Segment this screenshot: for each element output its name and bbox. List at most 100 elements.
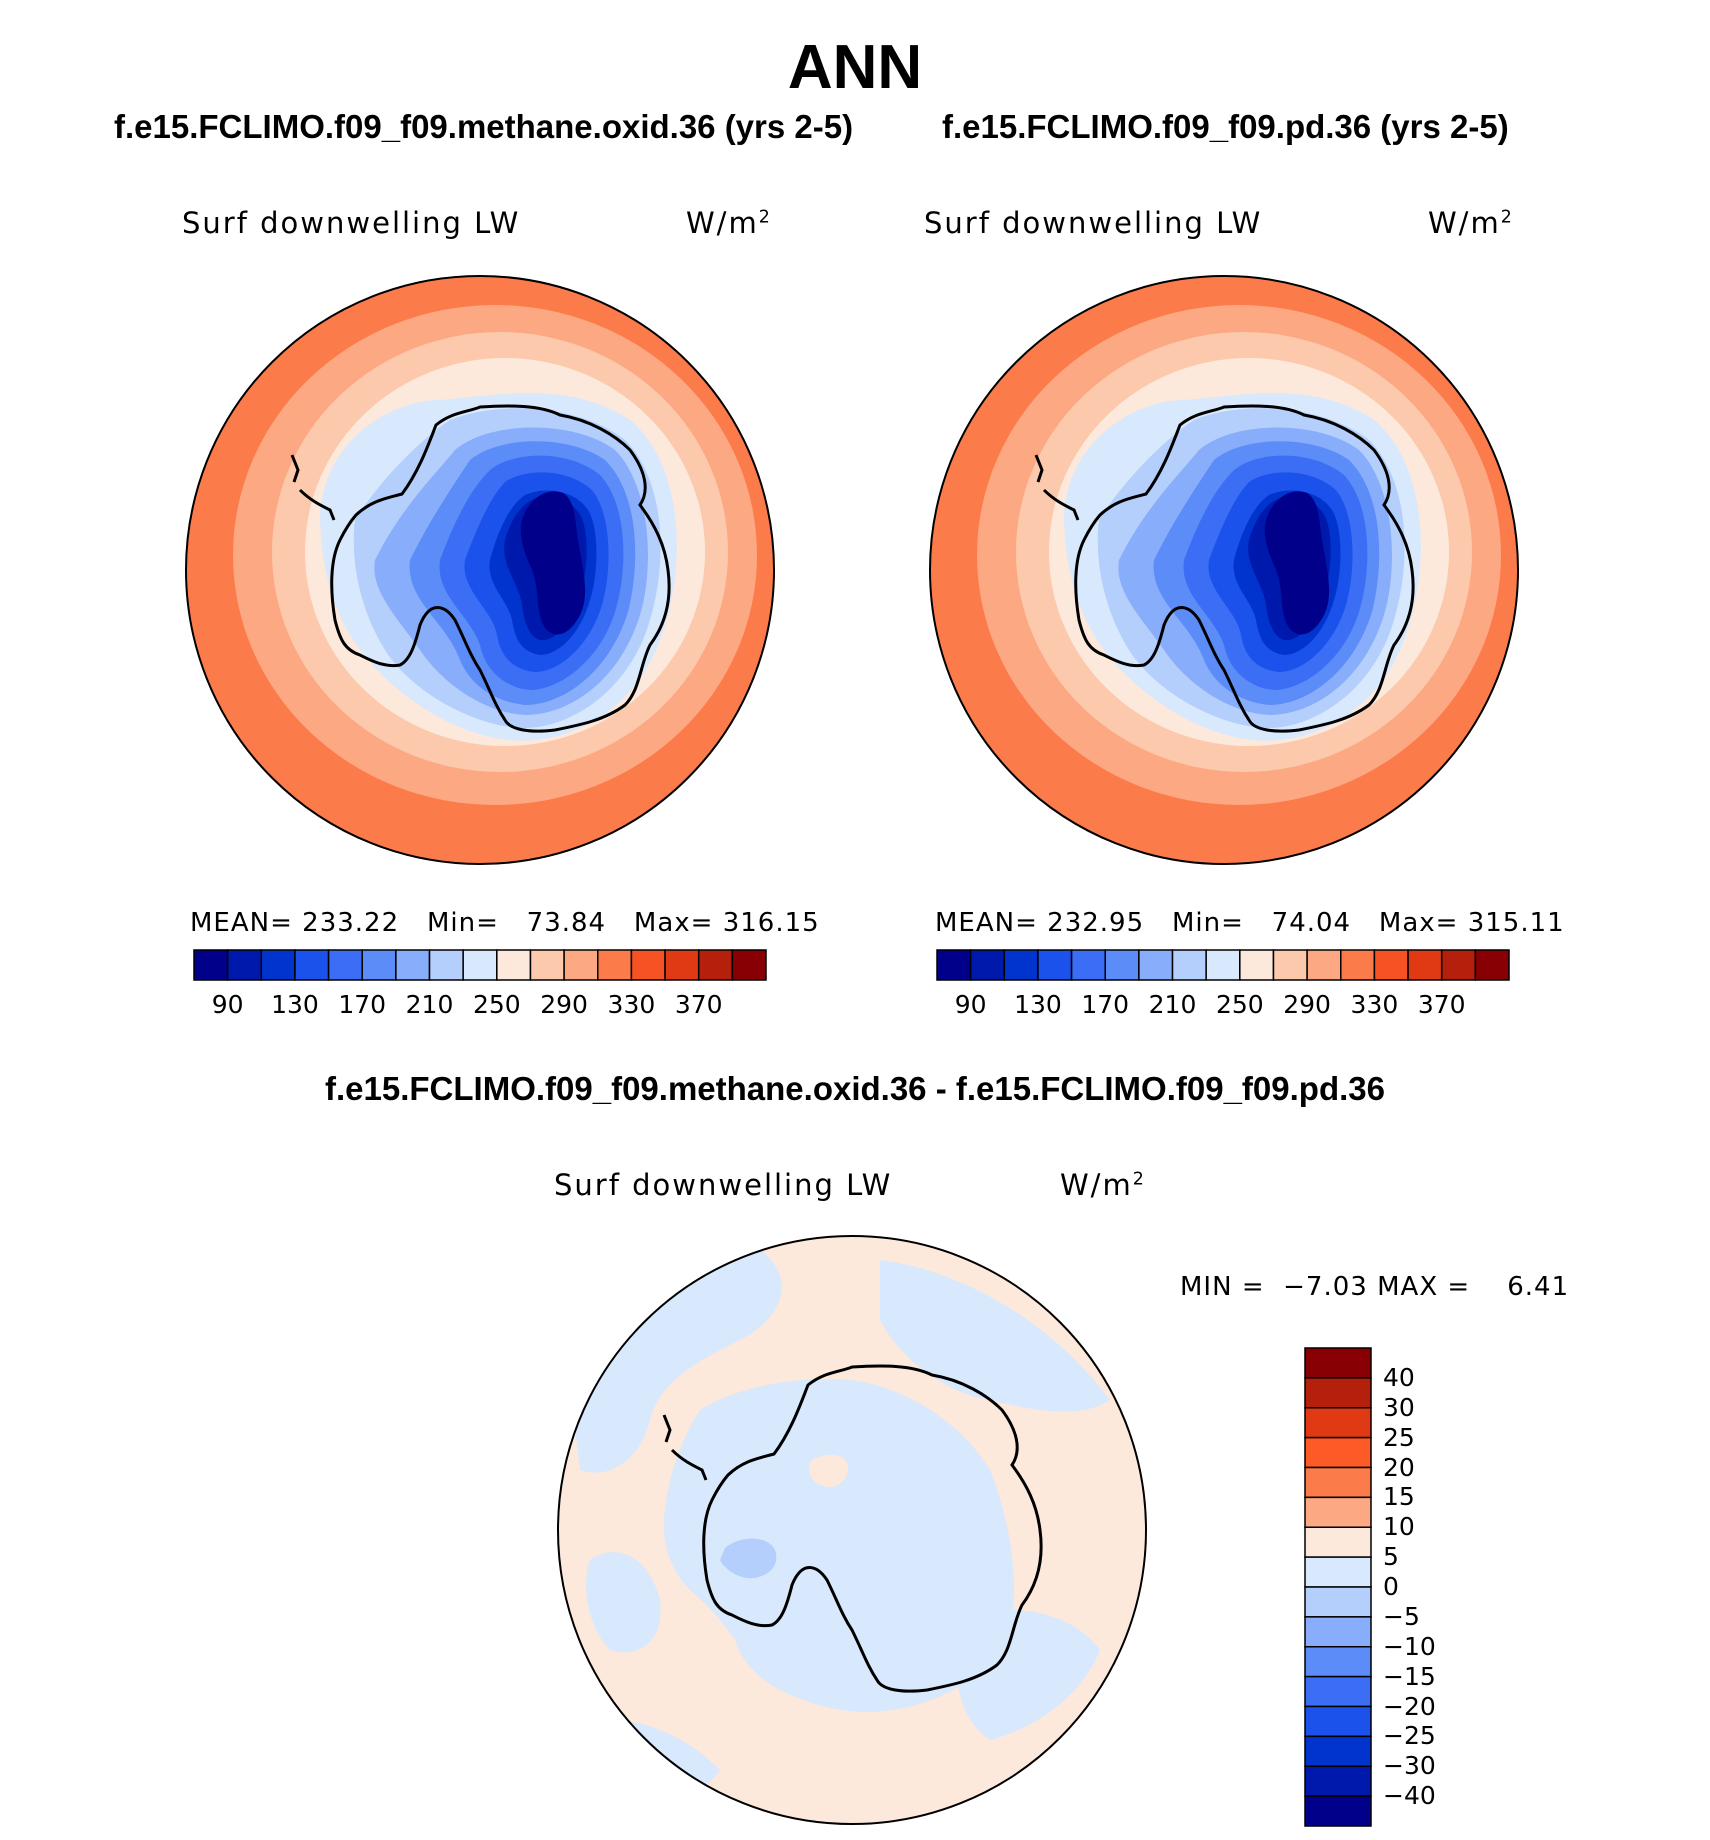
- diff-map-peninsula: [670, 1448, 708, 1481]
- right-stats: MEAN= 232.95 Min= 74.04 Max= 315.11: [935, 908, 1565, 938]
- diff-colorbar-tick-label: 5: [1383, 1542, 1399, 1572]
- left-colorbar-box: [294, 949, 330, 981]
- figure-title: ANN: [787, 33, 923, 102]
- right-colorbar-box: [1440, 949, 1477, 981]
- right-case-title: f.e15.FCLIMO.f09_f09.pd.36 (yrs 2-5): [942, 108, 1509, 145]
- left-colorbar-box: [630, 949, 666, 981]
- left-colorbar-box: [193, 949, 229, 981]
- diff-map-neg-w: [586, 1552, 661, 1653]
- left-colorbar-box: [327, 949, 363, 981]
- diff-map-neg-se: [956, 1610, 1100, 1740]
- left-colorbar-box: [563, 949, 599, 981]
- left-colorbar-tick-label: 170: [338, 990, 387, 1019]
- left-colorbar-box: [428, 949, 464, 981]
- right-colorbar-box: [1138, 949, 1174, 981]
- left-colorbar-box: [731, 949, 767, 981]
- diff-units: W/m2: [1060, 1168, 1146, 1202]
- left-colorbar-box: [496, 949, 532, 981]
- right-colorbar-box: [1239, 949, 1275, 981]
- diff-colorbar-tick-label: −40: [1383, 1781, 1436, 1811]
- diff-colorbar-box: [1304, 1735, 1372, 1767]
- left-colorbar-tick-label: 90: [211, 990, 244, 1019]
- right-colorbar-box: [1070, 949, 1106, 981]
- left-colorbar-tick-label: 250: [472, 990, 521, 1019]
- diff-colorbar-box: [1304, 1466, 1372, 1499]
- right-field-name: Surf downwelling LW: [924, 206, 1263, 240]
- left-colorbar-box: [395, 949, 431, 981]
- diff-map-neg-ne: [880, 1260, 1110, 1412]
- right-colorbar-box: [1373, 949, 1409, 981]
- right-colorbar-box: [1037, 949, 1073, 981]
- left-map-island: [290, 454, 300, 483]
- left-map-ice-core: [520, 491, 586, 635]
- left-colorbar-box: [529, 949, 565, 981]
- left-colorbar-tick-label: 210: [405, 990, 454, 1019]
- left-colorbar-tick-label: 370: [674, 990, 723, 1019]
- left-map-coastline: [330, 404, 671, 733]
- right-map-ice-core: [1264, 491, 1330, 635]
- diff-map: [558, 1236, 1146, 1824]
- right-map-peninsula: [1042, 488, 1080, 521]
- diff-colorbar-box: [1304, 1586, 1372, 1618]
- left-stats: MEAN= 233.22 Min= 73.84 Max= 316.15: [190, 908, 820, 938]
- diff-colorbar-tick-label: 10: [1383, 1512, 1415, 1542]
- diff-colorbar-tick-label: 25: [1383, 1422, 1415, 1452]
- right-colorbar-box: [1306, 949, 1342, 981]
- right-map-island: [1034, 454, 1044, 483]
- diff-colorbar: [1304, 1347, 1372, 1827]
- diff-colorbar-box: [1304, 1377, 1372, 1409]
- right-colorbar-tick-label: 210: [1148, 990, 1197, 1019]
- right-colorbar-tick-label: 130: [1014, 990, 1062, 1019]
- left-colorbar-tick-label: 290: [540, 990, 588, 1019]
- diff-map-neg-continent: [663, 1379, 1014, 1712]
- diff-colorbar-box: [1304, 1556, 1372, 1588]
- diff-colorbar-tick-label: −10: [1383, 1631, 1436, 1661]
- diff-map-border: [557, 1235, 1147, 1825]
- right-colorbar-tick-label: 370: [1417, 990, 1466, 1019]
- right-units: W/m2: [1428, 206, 1514, 240]
- diff-colorbar-tick-label: −5: [1383, 1601, 1420, 1631]
- right-colorbar-box: [1474, 949, 1510, 981]
- right-map-border: [929, 275, 1519, 865]
- diff-colorbar-tick-label: 15: [1383, 1482, 1415, 1512]
- right-colorbar-box: [1171, 949, 1207, 981]
- right-colorbar-tick-label: 290: [1283, 990, 1331, 1019]
- left-colorbar-box: [361, 949, 397, 981]
- left-colorbar-box: [697, 949, 734, 981]
- right-colorbar-box: [1003, 949, 1039, 981]
- right-colorbar-box: [936, 949, 972, 981]
- left-map-border: [185, 275, 775, 865]
- diff-colorbar-tick-label: −30: [1383, 1751, 1436, 1781]
- right-colorbar-box: [969, 949, 1006, 981]
- left-colorbar: [193, 949, 767, 981]
- diff-colorbar-box: [1304, 1436, 1372, 1469]
- left-colorbar-box: [226, 949, 263, 981]
- diff-field-name: Surf downwelling LW: [554, 1168, 893, 1202]
- right-colorbar-box: [1340, 949, 1376, 981]
- diff-colorbar-box: [1304, 1407, 1372, 1439]
- right-map: [930, 276, 1518, 864]
- diff-colorbar-tick-label: −25: [1383, 1721, 1436, 1751]
- diff-colorbar-tick-label: 20: [1383, 1452, 1415, 1482]
- diff-colorbar-tick-label: −15: [1383, 1661, 1436, 1691]
- right-colorbar-tick-label: 330: [1350, 990, 1399, 1019]
- right-map-coastline: [1074, 404, 1415, 733]
- right-colorbar-tick-label: 90: [954, 990, 987, 1019]
- right-colorbar: [936, 949, 1510, 981]
- left-colorbar-box: [260, 949, 296, 981]
- diff-colorbar-tick-label: 40: [1383, 1362, 1415, 1392]
- right-colorbar-box: [1272, 949, 1308, 981]
- left-colorbar-tick-label: 130: [271, 990, 319, 1019]
- diff-colorbar-tick-label: 0: [1383, 1572, 1399, 1601]
- right-colorbar-tick-label: 170: [1081, 990, 1130, 1019]
- diff-map-coastline: [702, 1364, 1043, 1693]
- diff-colorbar-box: [1304, 1795, 1372, 1827]
- diff-colorbar-box: [1304, 1526, 1372, 1558]
- diff-colorbar-tick-label: 30: [1383, 1392, 1415, 1422]
- left-map-peninsula: [298, 488, 336, 521]
- left-colorbar-box: [462, 949, 498, 981]
- diff-colorbar-box: [1304, 1705, 1372, 1738]
- left-colorbar-tick-label: 330: [607, 990, 656, 1019]
